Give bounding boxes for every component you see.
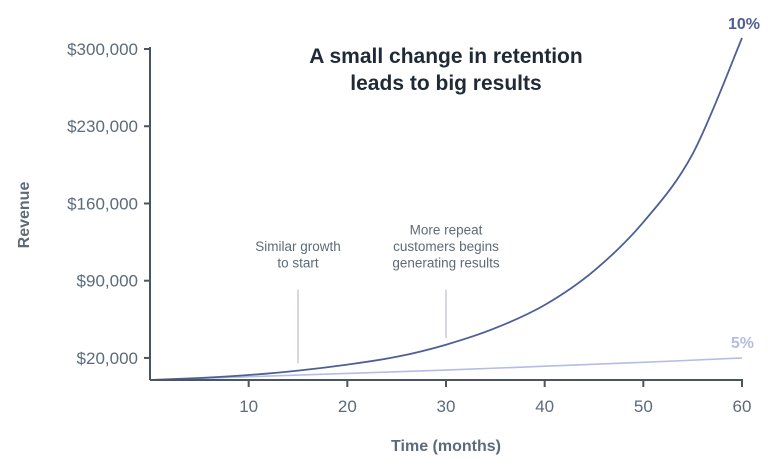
series-line-10-percent (149, 37, 743, 381)
annotation-text: to start (277, 256, 319, 271)
series-label-5-percent: 5% (731, 335, 754, 352)
x-tick-label: 60 (733, 397, 752, 416)
y-tick-label: $90,000 (77, 272, 138, 291)
annotations: Similar growth to start More repeatcustome… (255, 223, 500, 364)
x-tick-label: 20 (338, 397, 357, 416)
chart-title-line-1: A small change in retention (309, 45, 582, 68)
chart-title-line-2: leads to big results (350, 72, 541, 95)
series-label-10-percent: 10% (728, 16, 760, 33)
annotation-text: Similar growth (255, 239, 341, 254)
y-axis-title: Revenue (16, 182, 33, 249)
x-axis-title: Time (months) (391, 438, 501, 455)
annotation-text: More repeat (410, 223, 483, 238)
annotation-text: customers begins (393, 239, 499, 254)
x-tick-label: 30 (437, 397, 456, 416)
y-tick-label: $20,000 (77, 349, 138, 368)
x-tick-label: 50 (634, 397, 653, 416)
y-tick-label: $300,000 (67, 40, 138, 59)
annotation-text: generating results (392, 256, 500, 271)
y-tick-label: $160,000 (67, 194, 138, 213)
y-tick-label: $230,000 (67, 117, 138, 136)
x-tick-label: 10 (239, 397, 258, 416)
x-axis-ticks: 10 20 30 40 50 60 (239, 380, 751, 416)
x-tick-label: 40 (535, 397, 554, 416)
y-axis-ticks: $20,000 $90,000 $160,000 $230,000 $300,000 (67, 40, 150, 368)
series-line-5-percent (149, 357, 743, 381)
